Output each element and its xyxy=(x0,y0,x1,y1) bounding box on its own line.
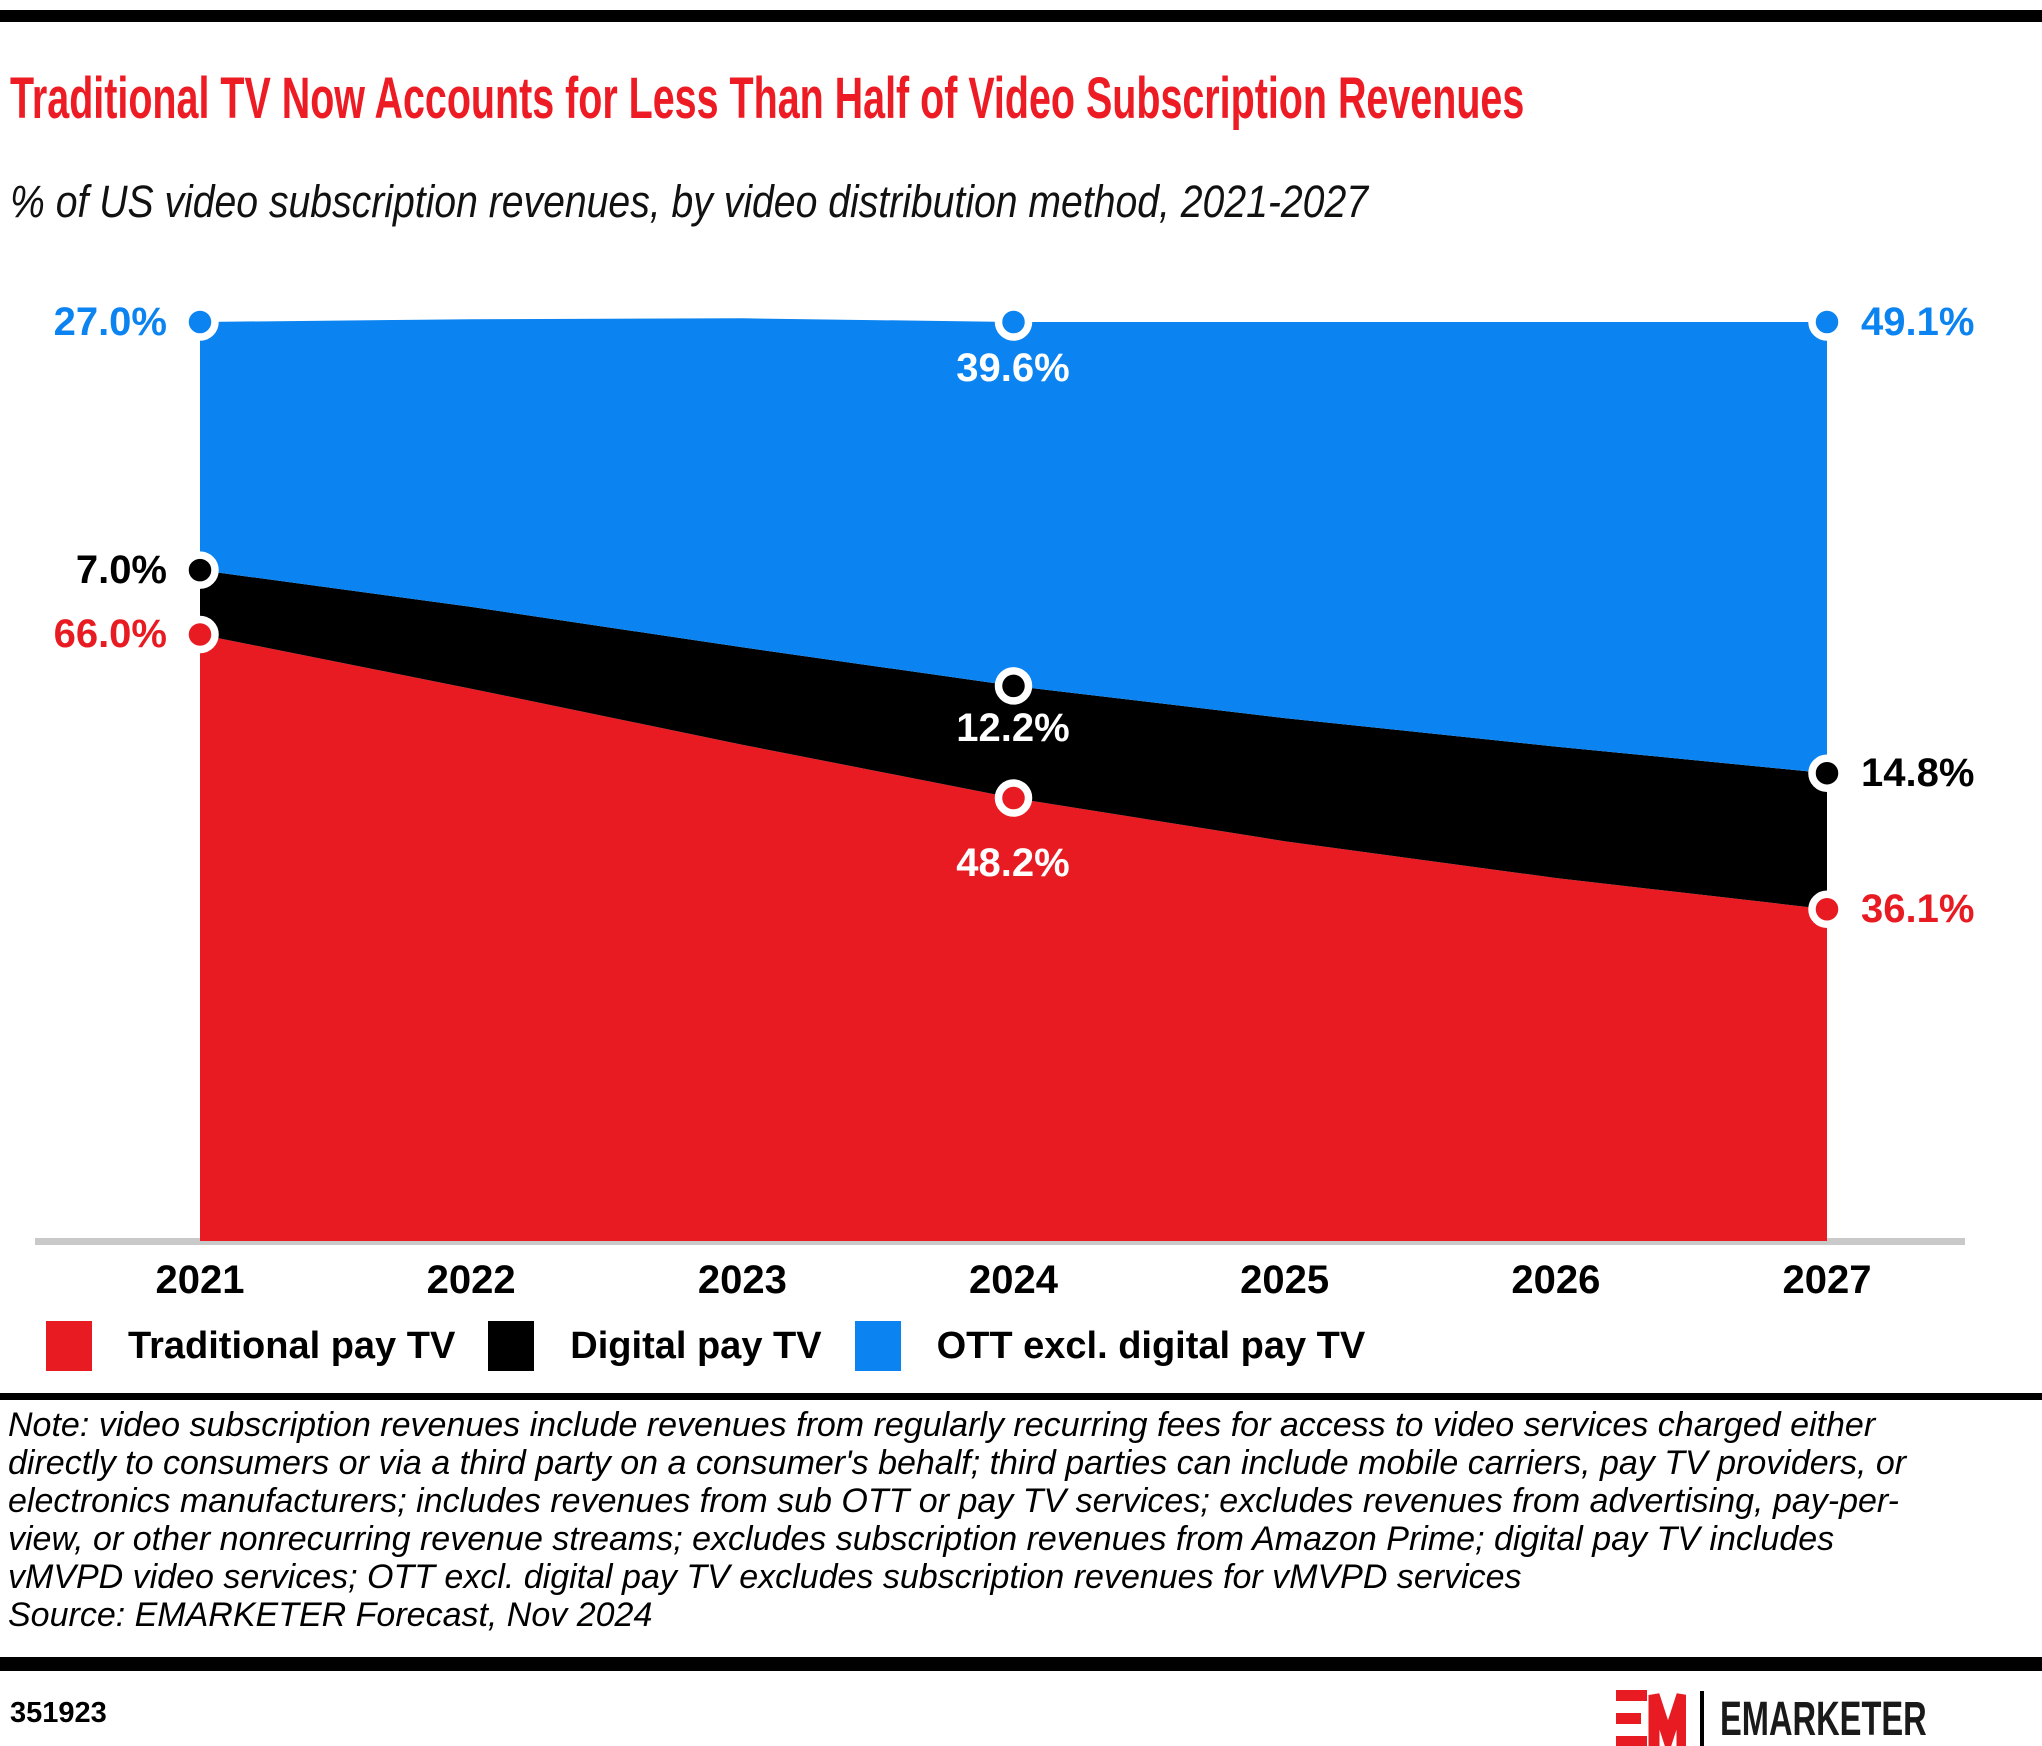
marker-traditional-2024 xyxy=(994,779,1033,817)
chart-subtitle: % of US video subscription revenues, by … xyxy=(10,176,1369,227)
logo-wordmark: EMARKETER xyxy=(1720,1692,1927,1746)
value-label-2021-digital: 7.0% xyxy=(75,548,167,592)
x-tick-2021: 2021 xyxy=(155,1258,245,1302)
note-block: Note: video subscription revenues includ… xyxy=(8,1406,1958,1634)
marker-digital-2021 xyxy=(181,551,219,589)
divider-rule xyxy=(0,1393,2042,1400)
legend-label-digital: Digital pay TV xyxy=(570,1325,822,1367)
legend-label-ott: OTT excl. digital pay TV xyxy=(936,1325,1366,1367)
legend-item-traditional: Traditional pay TV xyxy=(46,1321,455,1371)
marker-digital-2024 xyxy=(994,667,1033,705)
area-ott-excl-digital-pay-tv xyxy=(200,318,1827,774)
marker-ott-2021 xyxy=(181,303,219,341)
note-text: Note: video subscription revenues includ… xyxy=(8,1406,1907,1596)
value-label-2024-digital: 12.2% xyxy=(956,706,1070,750)
emarketer-logo: EMARKETER xyxy=(1616,1690,2030,1746)
legend-swatch-ott xyxy=(854,1321,901,1371)
legend-swatch-digital xyxy=(488,1321,535,1371)
footer-bar xyxy=(0,1657,2042,1671)
marker-ott-2027 xyxy=(1808,303,1846,341)
legend-item-digital: Digital pay TV xyxy=(488,1321,822,1371)
area-traditional-pay-tv xyxy=(200,634,1827,1241)
marker-traditional-2027 xyxy=(1808,890,1846,928)
top-accent-bar xyxy=(0,10,2042,22)
marker-digital-2027 xyxy=(1808,754,1846,792)
legend-swatch-traditional xyxy=(46,1321,92,1371)
legend-item-ott: OTT excl. digital pay TV xyxy=(854,1321,1366,1371)
value-label-2024-ott: 39.6% xyxy=(956,346,1070,390)
source-text: Source: EMARKETER Forecast, Nov 2024 xyxy=(8,1596,653,1634)
value-label-2027-ott: 49.1% xyxy=(1861,300,1975,344)
x-tick-2023: 2023 xyxy=(697,1258,787,1302)
x-tick-2027: 2027 xyxy=(1782,1258,1872,1302)
chart-id: 351923 xyxy=(10,1697,107,1729)
value-label-2021-traditional: 66.0% xyxy=(53,612,167,656)
value-label-2027-digital: 14.8% xyxy=(1861,751,1975,795)
value-label-2027-traditional: 36.1% xyxy=(1861,887,1975,931)
marker-ott-2024 xyxy=(994,303,1033,341)
data-point-markers xyxy=(181,303,1846,928)
legend: Traditional pay TV Digital pay TV OTT excl… xyxy=(46,1321,1398,1371)
value-label-2021-ott: 27.0% xyxy=(53,300,167,344)
area-digital-pay-tv xyxy=(200,570,1827,910)
chart-title: Traditional TV Now Accounts for Less Tha… xyxy=(10,65,1525,131)
x-tick-2024: 2024 xyxy=(969,1258,1058,1302)
x-tick-2026: 2026 xyxy=(1511,1258,1601,1302)
x-axis-line xyxy=(35,1238,1965,1245)
legend-label-traditional: Traditional pay TV xyxy=(128,1325,456,1367)
x-tick-2022: 2022 xyxy=(426,1258,516,1302)
em-monogram-icon xyxy=(1616,1690,1686,1746)
value-label-2024-traditional: 48.2% xyxy=(956,841,1070,885)
x-tick-2025: 2025 xyxy=(1240,1258,1330,1302)
logo-divider xyxy=(1700,1691,1704,1746)
marker-traditional-2021 xyxy=(181,615,219,654)
